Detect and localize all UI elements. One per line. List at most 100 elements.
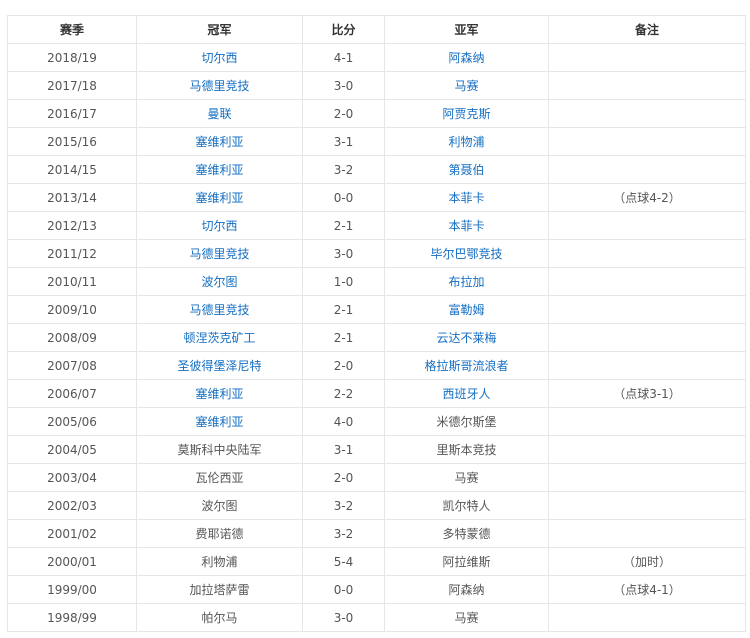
season-text: 2003/04	[47, 470, 97, 485]
champion-link[interactable]: 波尔图	[201, 275, 238, 289]
note-text: （加时）	[622, 555, 671, 569]
champion-link[interactable]: 切尔西	[201, 51, 238, 65]
runner-up-cell: 凯尔特人	[384, 491, 549, 520]
table-row: 2015/16 塞维利亚 3-1 利物浦	[7, 127, 746, 156]
runner-up-link[interactable]: 阿森纳	[448, 51, 485, 65]
runner-up-cell: 里斯本竞技	[384, 435, 549, 464]
note-text: （点球3-1）	[613, 387, 681, 401]
note-cell	[548, 71, 746, 100]
runner-up-cell: 利物浦	[384, 127, 549, 156]
runner-up-cell: 格拉斯哥流浪者	[384, 351, 549, 380]
header-score: 比分	[302, 15, 385, 44]
champion-cell: 费耶诺德	[136, 519, 303, 548]
header-note: 备注	[548, 15, 746, 44]
season-text: 2005/06	[47, 414, 97, 429]
score-cell: 3-0	[302, 603, 385, 632]
runner-up-link[interactable]: 本菲卡	[448, 219, 485, 233]
note-cell	[548, 519, 746, 548]
champion-cell: 顿涅茨克矿工	[136, 323, 303, 352]
header-champion: 冠军	[136, 15, 303, 44]
runner-up-cell: 第聂伯	[384, 155, 549, 184]
score-text: 0-0	[333, 582, 354, 597]
champion-link[interactable]: 塞维利亚	[195, 191, 244, 205]
season-text: 1999/00	[47, 582, 97, 597]
runner-up-cell: 阿贾克斯	[384, 99, 549, 128]
season-text: 1998/99	[47, 610, 97, 625]
champion-cell: 圣彼得堡泽尼特	[136, 351, 303, 380]
season-cell: 2003/04	[7, 463, 137, 492]
runner-up-text: 阿拉维斯	[442, 555, 491, 569]
note-cell	[548, 351, 746, 380]
score-cell: 3-1	[302, 435, 385, 464]
champion-link[interactable]: 曼联	[207, 107, 232, 121]
champion-link[interactable]: 马德里竞技	[189, 303, 250, 317]
season-cell: 2013/14	[7, 183, 137, 212]
champion-cell: 塞维利亚	[136, 155, 303, 184]
season-text: 2010/11	[47, 274, 97, 289]
runner-up-link[interactable]: 马赛	[454, 79, 479, 93]
note-cell	[548, 267, 746, 296]
header-season: 赛季	[7, 15, 137, 44]
champion-link[interactable]: 顿涅茨克矿工	[183, 331, 256, 345]
note-cell	[548, 435, 746, 464]
champion-cell: 切尔西	[136, 211, 303, 240]
runner-up-text: 马赛	[454, 471, 479, 485]
champion-link[interactable]: 圣彼得堡泽尼特	[177, 359, 262, 373]
note-cell	[548, 491, 746, 520]
score-text: 3-1	[333, 442, 354, 457]
champion-link[interactable]: 塞维利亚	[195, 135, 244, 149]
runner-up-link[interactable]: 第聂伯	[448, 163, 485, 177]
note-cell: （点球4-2）	[548, 183, 746, 212]
score-text: 2-1	[333, 218, 354, 233]
runner-up-cell: 富勒姆	[384, 295, 549, 324]
champion-link[interactable]: 切尔西	[201, 219, 238, 233]
runner-up-link[interactable]: 格拉斯哥流浪者	[424, 359, 509, 373]
season-text: 2000/01	[47, 554, 97, 569]
score-text: 2-0	[333, 470, 354, 485]
uefa-cup-finals-table: 赛季 冠军 比分 亚军 备注 2018/19 切尔西 4-1 阿森纳 2017/18 马德…	[7, 15, 746, 632]
score-cell: 0-0	[302, 575, 385, 604]
runner-up-link[interactable]: 布拉加	[448, 275, 485, 289]
score-cell: 2-1	[302, 211, 385, 240]
champion-text: 利物浦	[201, 555, 238, 569]
champion-link[interactable]: 马德里竞技	[189, 247, 250, 261]
champion-cell: 马德里竞技	[136, 295, 303, 324]
runner-up-link[interactable]: 毕尔巴鄂竞技	[430, 247, 503, 261]
score-text: 2-1	[333, 330, 354, 345]
runner-up-cell: 马赛	[384, 463, 549, 492]
score-text: 3-2	[333, 498, 354, 513]
season-text: 2001/02	[47, 526, 97, 541]
champion-link[interactable]: 马德里竞技	[189, 79, 250, 93]
runner-up-cell: 阿森纳	[384, 575, 549, 604]
champion-cell: 马德里竞技	[136, 71, 303, 100]
table-row: 2013/14 塞维利亚 0-0 本菲卡 （点球4-2）	[7, 183, 746, 212]
score-cell: 3-0	[302, 71, 385, 100]
runner-up-link[interactable]: 西班牙人	[442, 387, 491, 401]
note-cell	[548, 43, 746, 72]
champion-link[interactable]: 塞维利亚	[195, 415, 244, 429]
note-cell	[548, 211, 746, 240]
runner-up-cell: 毕尔巴鄂竞技	[384, 239, 549, 268]
champion-text: 费耶诺德	[195, 527, 244, 541]
score-cell: 2-2	[302, 379, 385, 408]
runner-up-link[interactable]: 本菲卡	[448, 191, 485, 205]
score-cell: 3-1	[302, 127, 385, 156]
champion-cell: 瓦伦西亚	[136, 463, 303, 492]
runner-up-link[interactable]: 云达不莱梅	[436, 331, 497, 345]
season-cell: 2016/17	[7, 99, 137, 128]
runner-up-link[interactable]: 富勒姆	[448, 303, 485, 317]
runner-up-link[interactable]: 利物浦	[448, 135, 485, 149]
champion-link[interactable]: 塞维利亚	[195, 163, 244, 177]
champion-text: 莫斯科中央陆军	[177, 443, 262, 457]
note-cell	[548, 99, 746, 128]
champion-cell: 波尔图	[136, 491, 303, 520]
champion-cell: 塞维利亚	[136, 379, 303, 408]
runner-up-link[interactable]: 阿贾克斯	[442, 107, 491, 121]
season-text: 2014/15	[47, 162, 97, 177]
table-row: 2018/19 切尔西 4-1 阿森纳	[7, 43, 746, 72]
season-cell: 1999/00	[7, 575, 137, 604]
table-row: 2000/01 利物浦 5-4 阿拉维斯 （加时）	[7, 547, 746, 576]
champion-text: 加拉塔萨雷	[189, 583, 250, 597]
champion-link[interactable]: 塞维利亚	[195, 387, 244, 401]
score-text: 3-0	[333, 78, 354, 93]
